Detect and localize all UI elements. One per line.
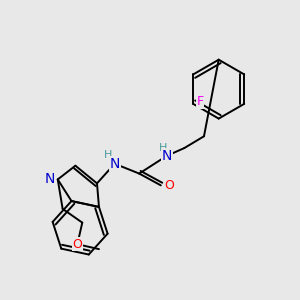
Text: O: O: [72, 238, 82, 251]
Text: F: F: [196, 95, 204, 108]
Text: N: N: [110, 157, 120, 171]
Text: H: H: [103, 150, 112, 160]
Text: H: H: [159, 143, 167, 153]
Text: O: O: [165, 179, 175, 192]
Text: N: N: [161, 149, 172, 163]
Text: N: N: [45, 172, 55, 186]
